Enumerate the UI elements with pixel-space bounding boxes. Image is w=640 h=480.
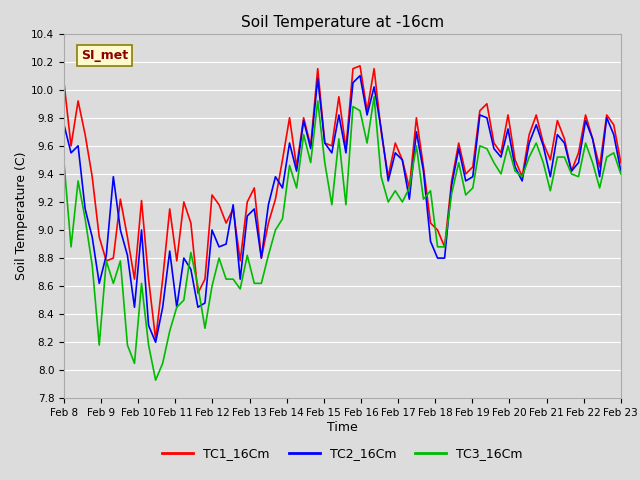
TC1_16Cm bbox=[356, 63, 364, 69]
TC2_16Cm bbox=[152, 339, 159, 345]
TC3_16Cm bbox=[152, 377, 159, 383]
TC2_16Cm bbox=[434, 255, 442, 261]
TC3_16Cm bbox=[371, 94, 378, 100]
TC2_16Cm bbox=[617, 168, 625, 174]
TC2_16Cm bbox=[568, 168, 575, 174]
TC3_16Cm bbox=[314, 98, 321, 104]
TC2_16Cm bbox=[60, 122, 68, 128]
TC3_16Cm bbox=[413, 143, 420, 149]
TC3_16Cm bbox=[617, 171, 625, 177]
Title: Soil Temperature at -16cm: Soil Temperature at -16cm bbox=[241, 15, 444, 30]
X-axis label: Time: Time bbox=[327, 421, 358, 434]
TC1_16Cm bbox=[413, 115, 420, 120]
TC1_16Cm bbox=[568, 168, 575, 174]
TC1_16Cm bbox=[60, 80, 68, 85]
TC2_16Cm bbox=[413, 129, 420, 135]
TC2_16Cm bbox=[406, 196, 413, 202]
TC1_16Cm bbox=[314, 66, 321, 72]
TC2_16Cm bbox=[455, 146, 463, 152]
Line: TC3_16Cm: TC3_16Cm bbox=[64, 97, 621, 380]
Y-axis label: Soil Temperature (C): Soil Temperature (C) bbox=[15, 152, 28, 280]
TC3_16Cm bbox=[455, 160, 463, 166]
TC3_16Cm bbox=[568, 171, 575, 177]
TC1_16Cm bbox=[455, 140, 463, 146]
TC1_16Cm bbox=[406, 185, 413, 191]
TC3_16Cm bbox=[434, 244, 442, 250]
TC3_16Cm bbox=[406, 185, 413, 191]
TC2_16Cm bbox=[356, 73, 364, 79]
Line: TC2_16Cm: TC2_16Cm bbox=[64, 76, 621, 342]
TC3_16Cm bbox=[60, 160, 68, 166]
TC1_16Cm bbox=[434, 227, 442, 233]
Legend: TC1_16Cm, TC2_16Cm, TC3_16Cm: TC1_16Cm, TC2_16Cm, TC3_16Cm bbox=[157, 442, 528, 465]
TC1_16Cm bbox=[152, 336, 159, 342]
TC1_16Cm bbox=[617, 160, 625, 166]
Text: SI_met: SI_met bbox=[81, 49, 128, 62]
Line: TC1_16Cm: TC1_16Cm bbox=[64, 66, 621, 339]
TC2_16Cm bbox=[314, 76, 321, 82]
